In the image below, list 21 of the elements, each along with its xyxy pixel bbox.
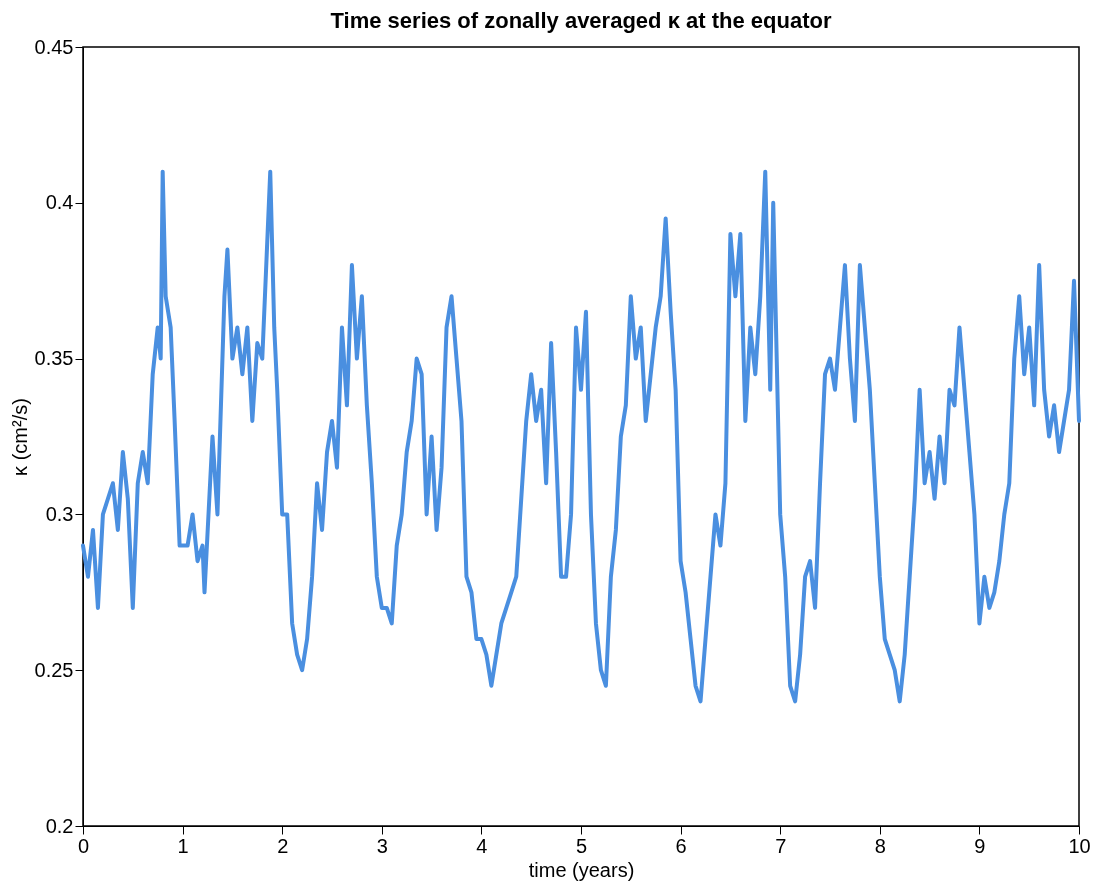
y-axis-title: κ (cm²/s) — [8, 398, 31, 476]
y-tick-label: 0.2 — [45, 814, 74, 837]
y-tick-label: 0.25 — [34, 658, 74, 681]
y-tick-label: 0.45 — [34, 35, 74, 58]
x-axis-title: time (years) — [528, 858, 635, 881]
x-tick-label: 3 — [376, 834, 388, 857]
y-tick-label: 0.3 — [45, 502, 74, 525]
x-tick-label: 2 — [277, 834, 289, 857]
x-tick-label: 6 — [675, 834, 687, 857]
x-tick-label: 8 — [874, 834, 886, 857]
x-tick-label: 5 — [575, 834, 588, 857]
x-tick-label: 1 — [177, 834, 189, 857]
line-series — [81, 169, 1081, 704]
x-tick-label: 7 — [775, 834, 787, 857]
x-tick-label: 4 — [476, 834, 488, 857]
x-tick-label: 0 — [77, 834, 90, 857]
x-tick-label: 9 — [974, 834, 986, 857]
y-tick-label: 0.4 — [45, 191, 74, 214]
chart-title: Time series of zonally averaged κ at the equator — [330, 8, 832, 33]
x-tick-label: 10 — [1068, 834, 1091, 857]
y-tick-label: 0.35 — [34, 347, 74, 370]
